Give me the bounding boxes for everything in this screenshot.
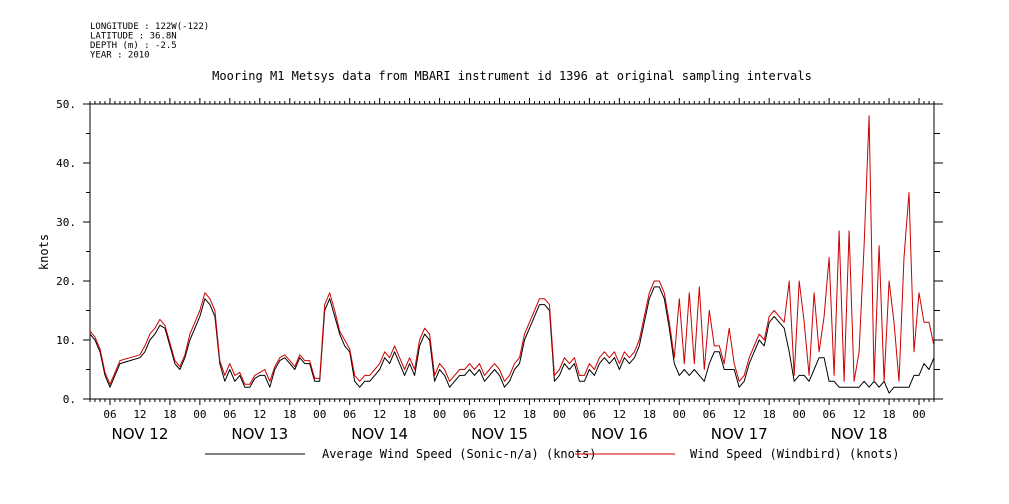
x-tick-label: 12 — [613, 408, 626, 421]
x-tick-label: 18 — [523, 408, 536, 421]
x-tick-label: 06 — [703, 408, 716, 421]
y-axis-label-group: knots — [37, 234, 51, 270]
x-tick-label: 06 — [463, 408, 476, 421]
y-tick-label: 50. — [56, 98, 76, 111]
x-tick-label: 12 — [253, 408, 266, 421]
metadata-block: LONGITUDE : 122W(-122)LATITUDE : 36.8NDE… — [90, 22, 209, 61]
x-tick-label: 12 — [133, 408, 146, 421]
x-tick-label: 00 — [553, 408, 566, 421]
x-tick-label: 06 — [343, 408, 356, 421]
y-tick-label: 20. — [56, 275, 76, 288]
series-line-1 — [89, 115, 935, 385]
y-tick-label: 0. — [63, 393, 76, 406]
x-tick-label: 18 — [163, 408, 176, 421]
series-line-0 — [89, 286, 935, 394]
y-tick-label: 40. — [56, 157, 76, 170]
metadata-line: LONGITUDE : 122W(-122) — [90, 22, 209, 32]
x-tick-label: 12 — [493, 408, 506, 421]
chart-title: Mooring M1 Metsys data from MBARI instru… — [212, 69, 812, 83]
day-label: NOV 13 — [231, 425, 288, 443]
x-tick-label: 00 — [433, 408, 446, 421]
x-tick-label: 12 — [733, 408, 746, 421]
x-tick-label: 18 — [403, 408, 416, 421]
x-tick-label: 18 — [643, 408, 656, 421]
metadata-line: DEPTH (m) : -2.5 — [90, 41, 177, 51]
metadata-line: YEAR : 2010 — [90, 51, 150, 61]
x-axis: 06 12 18 00 06 12 18 00 06 12 18 00 06 12 18 00 06 12 18 00… — [89, 98, 935, 421]
x-tick-label: 12 — [852, 408, 865, 421]
legend-label: Average Wind Speed (Sonic-n/a) (knots) — [322, 447, 597, 461]
x-tick-label: 00 — [673, 408, 686, 421]
x-tick-label: 18 — [882, 408, 895, 421]
y-tick-label: 10. — [56, 334, 76, 347]
x-tick-label: 12 — [373, 408, 386, 421]
series-layer — [89, 115, 935, 394]
day-label: NOV 18 — [831, 425, 888, 443]
x-tick-label: 18 — [763, 408, 776, 421]
y-tick-label: 30. — [56, 216, 76, 229]
x-tick-label: 06 — [223, 408, 236, 421]
y-axis: 0. 10. 20. 30. 40. 50. — [56, 98, 943, 406]
legend: Average Wind Speed (Sonic-n/a) (knots) Wi… — [205, 447, 900, 461]
day-label: NOV 14 — [351, 425, 408, 443]
day-label: NOV 17 — [711, 425, 768, 443]
day-label: NOV 15 — [471, 425, 528, 443]
x-tick-label: 06 — [103, 408, 116, 421]
day-label: NOV 16 — [591, 425, 648, 443]
x-tick-label: 00 — [313, 408, 326, 421]
x-axis-day-labels: NOV 12 NOV 13 NOV 14 NOV 15 NOV 16 NOV 17 NOV … — [111, 425, 887, 443]
x-tick-label: 00 — [793, 408, 806, 421]
x-tick-label: 18 — [283, 408, 296, 421]
legend-label: Wind Speed (Windbird) (knots) — [690, 447, 900, 461]
day-label: NOV 12 — [111, 425, 168, 443]
metadata-line: LATITUDE : 36.8N — [90, 32, 177, 42]
x-tick-label: 06 — [822, 408, 835, 421]
x-tick-label: 00 — [193, 408, 206, 421]
y-axis-label: knots — [37, 234, 51, 270]
x-tick-label: 00 — [912, 408, 925, 421]
x-tick-label: 06 — [583, 408, 596, 421]
